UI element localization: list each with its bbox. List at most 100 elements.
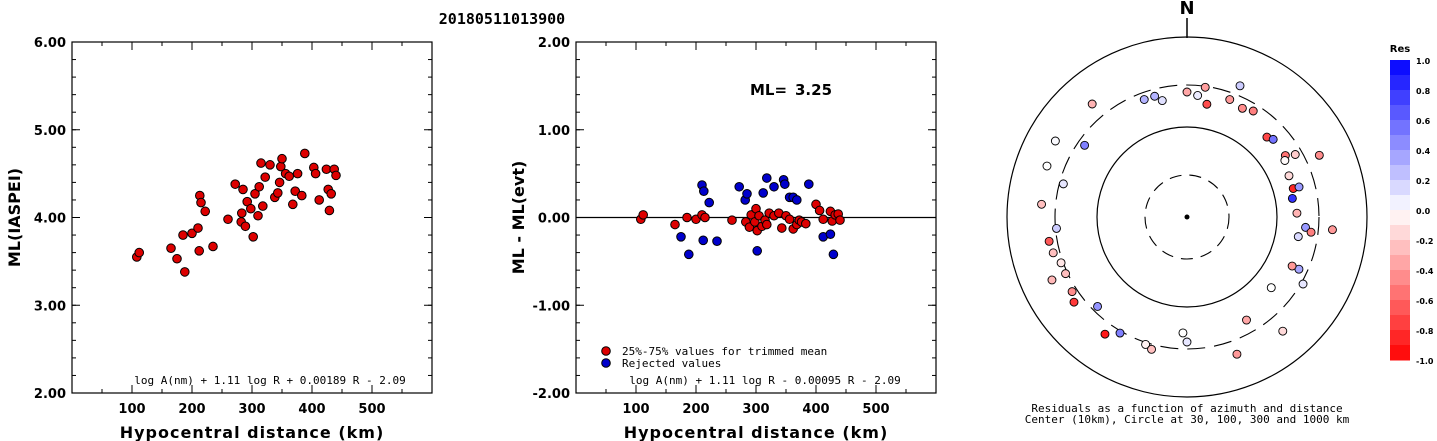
station-marker [1287,261,1297,271]
colorbar-segment [1390,75,1410,91]
trimmed-point [814,205,825,216]
data-point [194,246,204,256]
station-marker [1047,275,1057,285]
data-point [288,199,298,210]
data-point [238,184,248,195]
rejected-point [762,173,772,183]
station-marker [1193,91,1203,100]
trimmed-point [727,215,737,225]
data-point [250,189,260,199]
caption-line-1: Residuals as a function of azimuth and d… [1031,402,1342,415]
residual-vs-distance-plot: 100 200 300 400 500 -2.00 -1.00 0.00 1.00 2.00 Hyp… [509,36,937,441]
data-point [172,253,182,264]
y-tick-label: 2.00 [34,387,66,402]
ring-30km [1144,174,1230,260]
trimmed-point [682,212,692,223]
data-point [290,186,301,196]
y-tick-label: 5.00 [34,124,66,139]
station-marker [1242,315,1251,325]
data-point [253,210,263,221]
legend-label: 25%-75% values for trimmed mean [622,345,827,358]
x-tick-label: 100 [622,402,649,417]
station-marker [1301,222,1310,232]
station-marker [1248,106,1258,116]
x-axis-label: Hypocentral distance (km) [120,423,385,441]
data-point [134,247,144,258]
data-point [230,179,240,189]
station-marker [1150,91,1160,101]
rejected-point [792,195,802,205]
rejected-point [780,179,790,189]
colorbar-segment [1390,120,1410,136]
station-marker [1093,301,1103,311]
rejected-point [742,189,752,199]
y-axis-label: ML - ML(evt) [509,161,528,275]
station-marker [1080,140,1090,150]
colorbar-tick-label: 1.0 [1416,57,1431,66]
rejected-point [828,249,839,260]
station-marker [1278,326,1288,336]
station-marker [1042,161,1052,171]
residual-colorbar: Res 1.0 0.8 0.6 0.4 0.2 0.0 -0.2 -0.4 -0.6 -0.8 -1.… [1390,44,1434,366]
station-marker [1050,136,1060,146]
trimmed-point [638,210,649,220]
trimmed-point [784,214,795,225]
colorbar-segment [1390,90,1410,106]
x-tick-label: 200 [682,402,709,417]
colorbar-segment [1390,195,1410,211]
trimmed-point [700,212,710,223]
data-point [324,205,335,216]
data-point [223,214,233,225]
data-point [277,153,287,164]
station-marker [1058,179,1068,189]
data-point [208,241,218,252]
station-marker [1266,283,1276,293]
y-tick-label: -2.00 [533,387,570,402]
station-marker [1292,208,1302,218]
ring-300km [1054,84,1320,350]
x-axis-label: Hypocentral distance (km) [624,423,889,441]
ml-value: 3.25 [795,81,832,99]
station-marker [1280,156,1290,165]
station-marker [1232,349,1242,359]
station-marker [1268,134,1278,144]
station-marker [1293,232,1303,242]
rejected-point [825,229,836,239]
station-marker [1202,99,1212,109]
data-point [178,230,188,240]
rejected-point [699,186,709,196]
event-id-title: 20180511013900 [439,10,565,28]
data-point [284,171,295,182]
station-marker [1157,96,1167,106]
station-marker [1294,182,1304,192]
data-point [310,168,321,179]
station-marker [1182,87,1192,97]
data-point [193,223,203,233]
x-tick-label: 100 [118,402,145,417]
y-tick-label: 4.00 [34,212,66,227]
azimuth-polar-plot: N Residuals as a function of azimuth and … [1006,0,1368,426]
data-point [196,197,206,208]
rejected-point [704,197,715,208]
station-marker [1087,99,1097,109]
data-point [297,190,307,201]
data-point [326,189,337,199]
data-point [180,267,190,277]
data-point [314,195,325,205]
formula-label: log A(nm) + 1.11 log R - 0.00095 R - 2.0… [629,374,901,387]
ml-label: ML= [750,81,787,99]
colorbar-tick-label: 0.6 [1416,117,1431,126]
trimmed-point [670,219,680,230]
colorbar-segment [1390,300,1410,316]
colorbar-tick-label: -0.4 [1416,267,1434,276]
x-tick-label: 400 [802,402,829,417]
station-marker [1237,103,1247,113]
station-marker [1327,225,1337,235]
trimmed-point [818,214,829,225]
data-point [166,243,176,254]
station-marker [1182,337,1192,347]
station-marker [1141,339,1151,349]
colorbar-segment [1390,135,1410,151]
station-marker [1056,258,1066,268]
